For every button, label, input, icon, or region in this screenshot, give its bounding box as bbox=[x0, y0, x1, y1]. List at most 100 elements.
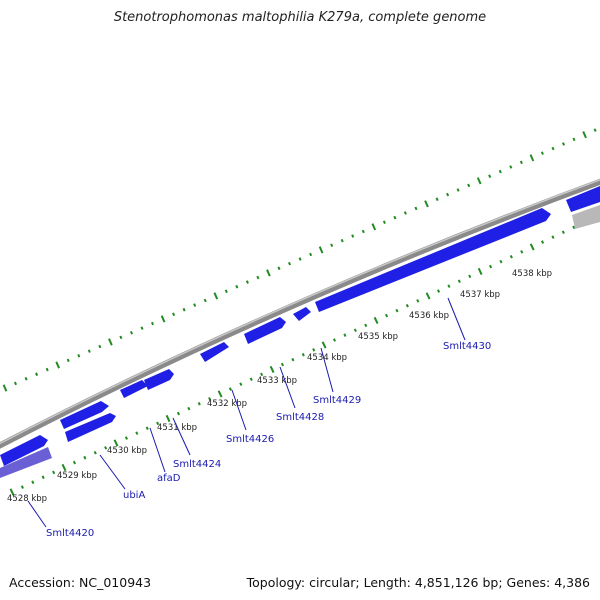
scale-tick bbox=[172, 312, 176, 317]
scale-tick bbox=[135, 431, 139, 435]
kbp-label: 4531 kbp bbox=[157, 423, 197, 433]
scale-tick bbox=[260, 372, 264, 377]
scale-tick bbox=[2, 384, 8, 392]
scale-tick bbox=[393, 215, 397, 220]
kbp-label: 4535 kbp bbox=[358, 332, 398, 342]
scale-tick bbox=[424, 200, 429, 208]
kbp-label: 4534 kbp bbox=[307, 353, 347, 363]
scale-tick bbox=[332, 338, 337, 342]
scale-tick bbox=[35, 372, 39, 376]
scale-tick bbox=[446, 192, 450, 197]
gene-labels: Smlt4420 ubiA afaD Smlt4424 Smlt4426 Sml… bbox=[46, 341, 491, 539]
kbp-label: 4529 kbp bbox=[57, 471, 97, 481]
scale-tick bbox=[41, 475, 45, 480]
scale-tick bbox=[509, 165, 513, 169]
gene-arrow bbox=[144, 369, 174, 390]
scale-tick bbox=[213, 292, 219, 300]
scale-tick bbox=[72, 460, 77, 465]
scale-tick bbox=[77, 353, 81, 358]
scale-tick bbox=[156, 421, 160, 426]
leader-line bbox=[99, 454, 126, 490]
scale-tick bbox=[499, 259, 503, 264]
gene-label: Smlt4430 bbox=[443, 341, 491, 352]
kbp-label: 4536 kbp bbox=[409, 311, 449, 321]
kbp-labels: 4528 kbp 4529 kbp 4530 kbp 4531 kbp 4532… bbox=[7, 269, 552, 504]
scale-tick bbox=[145, 426, 149, 431]
scale-tick bbox=[9, 488, 15, 496]
gene-arrow bbox=[315, 208, 551, 312]
scale-tick bbox=[124, 436, 129, 440]
scale-tick bbox=[24, 377, 28, 381]
scale-tick bbox=[249, 377, 253, 382]
scale-tick bbox=[321, 341, 327, 349]
kbp-label: 4537 kbp bbox=[460, 290, 500, 300]
scale-tick bbox=[509, 254, 513, 259]
scale-tick bbox=[318, 246, 324, 254]
scale-tick bbox=[519, 160, 523, 165]
scale-tick bbox=[228, 387, 233, 391]
leader-line bbox=[27, 500, 47, 528]
scale-tick bbox=[129, 330, 134, 335]
gene-label-leaders bbox=[27, 297, 466, 528]
leader-line bbox=[172, 417, 191, 456]
gene-arrow bbox=[293, 307, 311, 321]
scale-tick bbox=[488, 174, 492, 178]
leader-line bbox=[231, 389, 247, 431]
scale-tick bbox=[113, 439, 119, 447]
scale-tick bbox=[245, 280, 249, 284]
genome-summary-text: Topology: circular; Length: 4,851,126 bp… bbox=[246, 575, 590, 590]
scale-tick bbox=[239, 382, 243, 386]
kbp-label: 4532 kbp bbox=[207, 399, 247, 409]
scale-tick bbox=[312, 348, 316, 352]
scale-tick bbox=[593, 128, 597, 132]
scale-tick bbox=[208, 397, 212, 401]
gene-arrow bbox=[566, 186, 600, 212]
gene-label: Smlt4420 bbox=[46, 528, 94, 539]
scale-tick bbox=[435, 197, 439, 201]
kbp-label: 4538 kbp bbox=[512, 269, 552, 279]
gene-arrow bbox=[120, 380, 148, 398]
scale-tick bbox=[13, 381, 18, 386]
scale-tick bbox=[351, 234, 355, 238]
accession-text: Accession: NC_010943 bbox=[9, 575, 152, 590]
scale-tick bbox=[361, 229, 365, 234]
scale-tick bbox=[98, 344, 102, 349]
gene-arrow-purple bbox=[0, 447, 52, 478]
scale-tick bbox=[551, 146, 555, 151]
scale-tick bbox=[476, 177, 482, 185]
scale-tick bbox=[301, 352, 305, 357]
gene-label: Smlt4428 bbox=[276, 412, 324, 423]
scale-tick bbox=[66, 358, 70, 363]
scale-tick bbox=[582, 131, 587, 139]
scale-tick bbox=[197, 401, 201, 406]
gene-arrow bbox=[60, 401, 109, 429]
scale-tick bbox=[436, 289, 441, 293]
kbp-label: 4528 kbp bbox=[7, 494, 47, 504]
scale-tick bbox=[364, 323, 368, 328]
scale-tick bbox=[498, 169, 502, 174]
scale-tick bbox=[150, 321, 155, 326]
scale-tick bbox=[298, 257, 302, 261]
scale-tick bbox=[104, 446, 108, 450]
scale-tick bbox=[382, 220, 386, 225]
gene-arrow-gray bbox=[572, 205, 600, 229]
scale-tick bbox=[217, 390, 223, 398]
genome-backbone-highlight bbox=[0, 179, 600, 445]
scale-tick bbox=[551, 235, 555, 239]
scale-tick bbox=[572, 137, 576, 142]
scale-tick bbox=[373, 316, 379, 325]
scale-tick bbox=[31, 480, 35, 484]
leader-line bbox=[447, 297, 466, 341]
gene-arrow bbox=[0, 435, 48, 466]
scale-tick bbox=[353, 328, 357, 333]
scale-tick bbox=[405, 303, 409, 308]
gene-label: Smlt4426 bbox=[226, 434, 274, 445]
scale-tick bbox=[309, 252, 313, 257]
scale-tick bbox=[340, 238, 344, 243]
scale-tick bbox=[520, 250, 524, 254]
scale-tick bbox=[160, 315, 166, 323]
scale-tick bbox=[83, 455, 87, 460]
scale-tick bbox=[488, 264, 493, 269]
gene-arrow bbox=[65, 413, 116, 442]
scale-tick bbox=[52, 470, 56, 475]
